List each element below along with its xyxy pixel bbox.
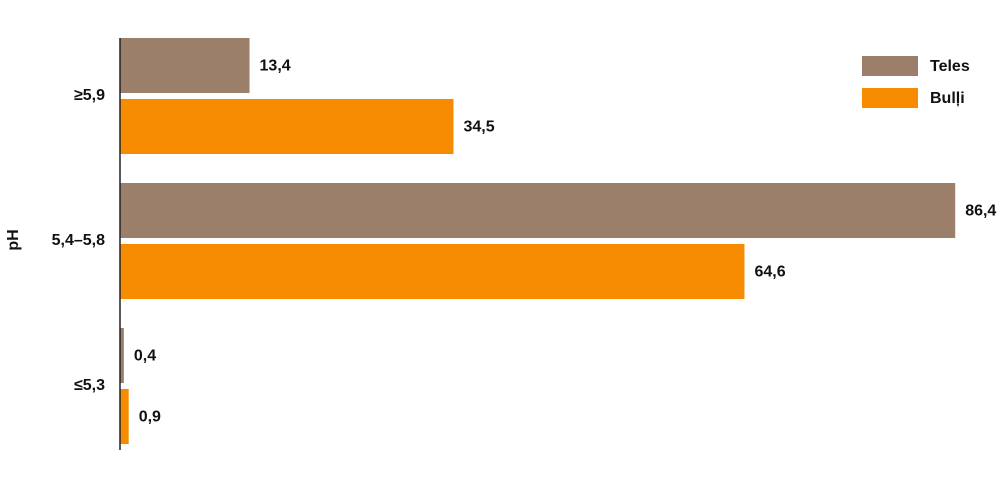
value-label: 64,6 [754,264,785,281]
bar [120,389,129,444]
legend-label: Teles [930,58,970,75]
value-label: 86,4 [965,203,996,220]
value-label: 13,4 [260,58,291,75]
bar [120,244,745,299]
bar [120,99,454,154]
legend-label: Bulļi [930,90,965,107]
value-label: 0,4 [134,348,156,365]
bar [120,183,956,238]
value-label: 0,9 [139,409,161,426]
bar [120,38,250,93]
legend-swatch [862,56,918,76]
value-label: 34,5 [464,119,495,136]
y-axis-label: pH [5,229,22,250]
bar [120,328,124,383]
legend-swatch [862,88,918,108]
category-label: ≤5,3 [74,377,105,394]
category-label: ≥5,9 [74,87,105,104]
category-label: 5,4–5,8 [52,232,105,249]
